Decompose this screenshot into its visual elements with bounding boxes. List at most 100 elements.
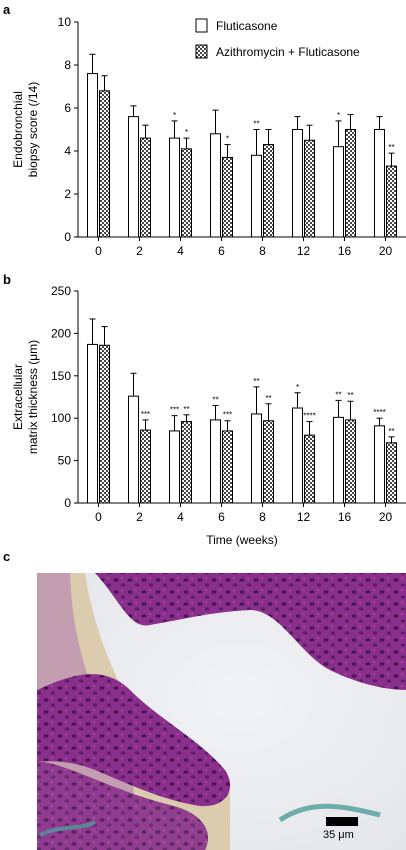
- bar: [345, 419, 356, 504]
- y-tick-label: 200: [51, 326, 71, 340]
- significance-label: **: [253, 377, 259, 386]
- bar: [210, 419, 221, 504]
- panel-letter-c: c: [3, 549, 11, 564]
- significance-label: **: [335, 390, 341, 399]
- legend-swatch-azithromycin-fluticasone: [195, 44, 208, 59]
- bar: [99, 90, 110, 238]
- mucus-strand-left: [39, 820, 96, 837]
- bar: [222, 430, 233, 504]
- legend: Fluticasone Azithromycin + Fluticasone: [195, 18, 360, 59]
- bar: [87, 343, 98, 504]
- x-tick-label: 4: [177, 244, 184, 258]
- bar: [169, 430, 180, 504]
- x-tick-label: 8: [259, 244, 266, 258]
- bar: [128, 395, 139, 504]
- legend-swatch-fluticasone: [195, 18, 208, 33]
- bar: [263, 420, 274, 504]
- x-tick-label: 12: [297, 510, 311, 524]
- significance-label: ***: [170, 406, 179, 415]
- bar: [169, 137, 180, 238]
- significance-label: **: [388, 143, 394, 152]
- y-tick-label: 250: [51, 284, 71, 298]
- y-tick-label: 8: [64, 58, 71, 72]
- legend-label-azithromycin-fluticasone: Azithromycin + Fluticasone: [216, 45, 360, 59]
- significance-label: **: [212, 395, 218, 404]
- y-axis-label: Endobronchialbiopsy score (/14): [11, 82, 40, 177]
- y-axis-label-line: Extracellular: [11, 364, 25, 430]
- significance-label: **: [183, 405, 189, 414]
- y-tick-label: 2: [64, 187, 71, 201]
- x-axis-label: Time (weeks): [206, 533, 278, 547]
- bar: [251, 154, 262, 238]
- y-tick-label: 150: [51, 369, 71, 383]
- significance-label: ****: [303, 412, 315, 421]
- significance-label: ****: [373, 408, 385, 417]
- y-axis-label-line: biopsy score (/14): [26, 82, 40, 177]
- y-tick-label: 6: [64, 101, 71, 115]
- bar: [263, 144, 274, 238]
- bar: [333, 416, 344, 504]
- significance-label: **: [388, 427, 394, 436]
- y-tick-label: 10: [58, 15, 72, 29]
- y-tick-label: 50: [58, 454, 72, 468]
- bar: [210, 133, 221, 238]
- significance-label: *: [226, 135, 229, 144]
- bar: [87, 73, 98, 238]
- bar: [374, 425, 385, 504]
- y-axis-label-line: matrix thickness (μm): [26, 340, 40, 454]
- x-tick-label: 2: [136, 244, 143, 258]
- x-tick-label: 2: [136, 510, 143, 524]
- y-axis-label-line: Endobronchial: [11, 91, 25, 168]
- bar: [304, 434, 315, 504]
- scale-bar: [326, 817, 358, 826]
- x-tick-label: 6: [218, 244, 225, 258]
- bar: [333, 146, 344, 238]
- significance-label: *: [337, 111, 340, 120]
- y-tick-label: 100: [51, 411, 71, 425]
- panel-letter-a: a: [3, 2, 11, 17]
- bar: [99, 344, 110, 504]
- micrograph: [37, 573, 406, 850]
- y-tick-label: 0: [64, 230, 71, 244]
- bar: [181, 421, 192, 504]
- x-tick-label: 0: [95, 510, 102, 524]
- x-tick-label: 16: [338, 510, 352, 524]
- bar: [140, 429, 151, 504]
- x-tick-label: 8: [259, 510, 266, 524]
- significance-label: *: [185, 128, 188, 137]
- x-tick-label: 4: [177, 510, 184, 524]
- significance-label: ***: [223, 411, 232, 420]
- scale-bar-label: 35 μm: [323, 829, 354, 841]
- significance-label: **: [265, 394, 271, 403]
- y-tick-label: 0: [64, 496, 71, 510]
- bar: [140, 137, 151, 238]
- significance-label: *: [296, 383, 299, 392]
- bar: [251, 413, 262, 504]
- mucus-strand: [278, 803, 381, 823]
- lower-epithelium-fold: [37, 674, 231, 807]
- x-tick-label: 16: [338, 244, 352, 258]
- bar: [345, 129, 356, 238]
- bar: [222, 156, 233, 238]
- x-tick-label: 0: [95, 244, 102, 258]
- bar: [292, 129, 303, 238]
- significance-label: ***: [141, 410, 150, 419]
- upper-epithelium: [95, 573, 406, 690]
- bar: [128, 116, 139, 238]
- x-tick-label: 12: [297, 244, 311, 258]
- significance-label: **: [253, 120, 259, 129]
- y-axis-label: Extracellularmatrix thickness (μm): [11, 340, 40, 454]
- panel-letter-b: b: [3, 272, 11, 287]
- bar: [386, 165, 397, 238]
- bar: [181, 148, 192, 238]
- significance-label: **: [347, 391, 353, 400]
- x-tick-label: 20: [379, 244, 393, 258]
- x-tick-label: 6: [218, 510, 225, 524]
- x-tick-label: 20: [379, 510, 393, 524]
- bar: [386, 442, 397, 504]
- bar: [304, 139, 315, 238]
- y-tick-label: 4: [64, 144, 71, 158]
- significance-label: *: [173, 111, 176, 120]
